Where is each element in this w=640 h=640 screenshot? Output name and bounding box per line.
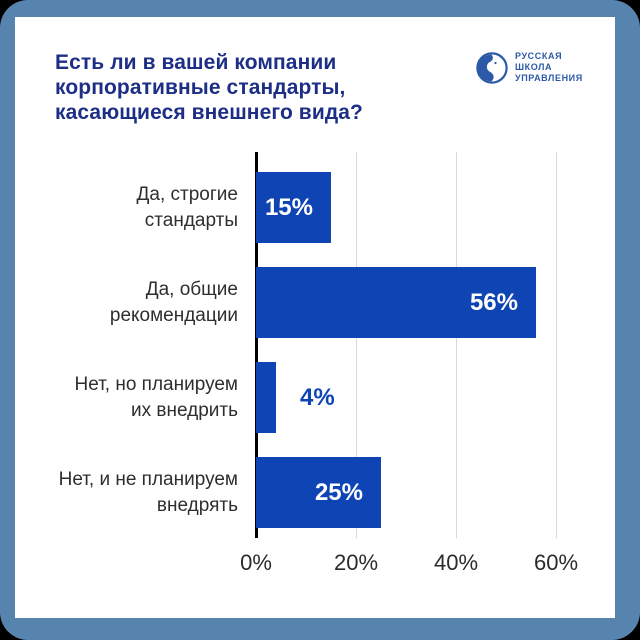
category-label-3: Нет, и не планируем внедрять bbox=[58, 468, 238, 516]
rshu-logo-text: РУССКАЯ ШКОЛА УПРАВЛЕНИЯ bbox=[515, 51, 583, 83]
rshu-logo: РУССКАЯ ШКОЛА УПРАВЛЕНИЯ bbox=[476, 51, 583, 84]
bar-2 bbox=[256, 362, 276, 433]
gridline-60 bbox=[556, 152, 557, 538]
category-label-1: Да, общие рекомендации bbox=[109, 278, 238, 326]
x-tick-label-40%: 40% bbox=[433, 550, 479, 575]
value-label-2: 4% bbox=[300, 383, 335, 411]
bar-0 bbox=[256, 172, 331, 243]
value-label-0: 15% bbox=[264, 193, 313, 221]
rshu-logo-icon bbox=[476, 51, 508, 84]
bar-3 bbox=[256, 457, 381, 528]
category-label-0: Да, строгие стандарты bbox=[136, 183, 238, 231]
chart-title: Есть ли в вашей компании корпоративные с… bbox=[55, 51, 363, 124]
gridline-20 bbox=[356, 152, 357, 538]
chart-area: Да, строгие стандарты 15% Да, общие рекоме… bbox=[15, 152, 615, 575]
bar-1 bbox=[256, 267, 536, 338]
card: Есть ли в вашей компании корпоративные с… bbox=[15, 17, 615, 618]
category-label-2: Нет, но планируем их внедрить bbox=[74, 373, 238, 421]
x-tick-label-0%: 0% bbox=[240, 550, 272, 575]
x-tick-label-20%: 20% bbox=[333, 550, 379, 575]
x-tick-label-60%: 60% bbox=[533, 550, 579, 575]
y-axis-line bbox=[255, 152, 258, 538]
value-label-1: 56% bbox=[469, 288, 518, 316]
value-label-3: 25% bbox=[314, 478, 363, 506]
gridline-40 bbox=[456, 152, 457, 538]
